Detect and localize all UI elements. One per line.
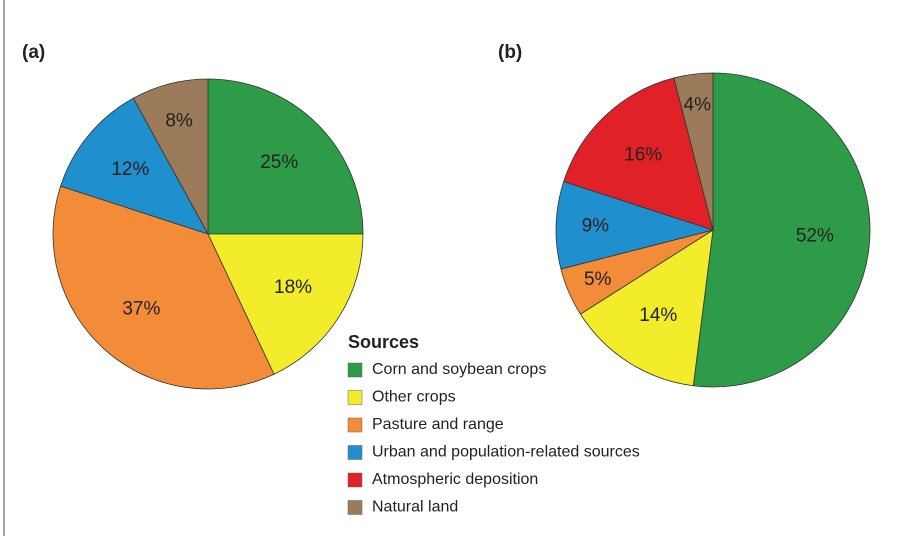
value-label: 18% <box>274 277 312 298</box>
value-label: 9% <box>582 215 610 236</box>
value-label: 5% <box>584 269 612 290</box>
pie-slice <box>207 233 364 375</box>
value-label: 8% <box>165 110 193 131</box>
chart-title: (b) <box>498 42 522 63</box>
legend-label: Atmospheric deposition <box>372 471 538 488</box>
legend-title: Sources <box>348 332 419 352</box>
legend-swatch <box>347 500 363 515</box>
pie-slice <box>207 78 364 235</box>
pie-slice <box>563 77 714 231</box>
pie-slice <box>692 72 871 388</box>
pie-slice <box>132 78 209 235</box>
legend-swatch <box>347 417 363 433</box>
legend-swatch <box>347 472 363 488</box>
chart-title: (a) <box>22 42 45 63</box>
legend-label: Corn and soybean crops <box>372 361 546 378</box>
value-label: 12% <box>111 159 149 180</box>
value-label: 16% <box>624 145 662 166</box>
legend-swatch <box>347 362 363 378</box>
legend-label: Pasture and range <box>372 416 504 433</box>
value-label: 14% <box>639 305 677 326</box>
legend-swatch <box>347 445 363 460</box>
legend-label: Natural land <box>372 499 458 516</box>
value-label: 37% <box>122 299 160 320</box>
pie-slice <box>60 97 209 235</box>
value-label: 52% <box>796 225 834 246</box>
pie-slice <box>52 185 275 390</box>
legend-swatch <box>347 390 363 405</box>
legend-label: Other crops <box>372 389 456 406</box>
pie-slice <box>579 229 714 387</box>
value-label: 25% <box>260 152 298 173</box>
legend-label: Urban and population-related sources <box>372 444 640 461</box>
pie-slice <box>673 72 714 231</box>
pie-slice <box>555 180 715 270</box>
value-label: 4% <box>684 94 712 115</box>
